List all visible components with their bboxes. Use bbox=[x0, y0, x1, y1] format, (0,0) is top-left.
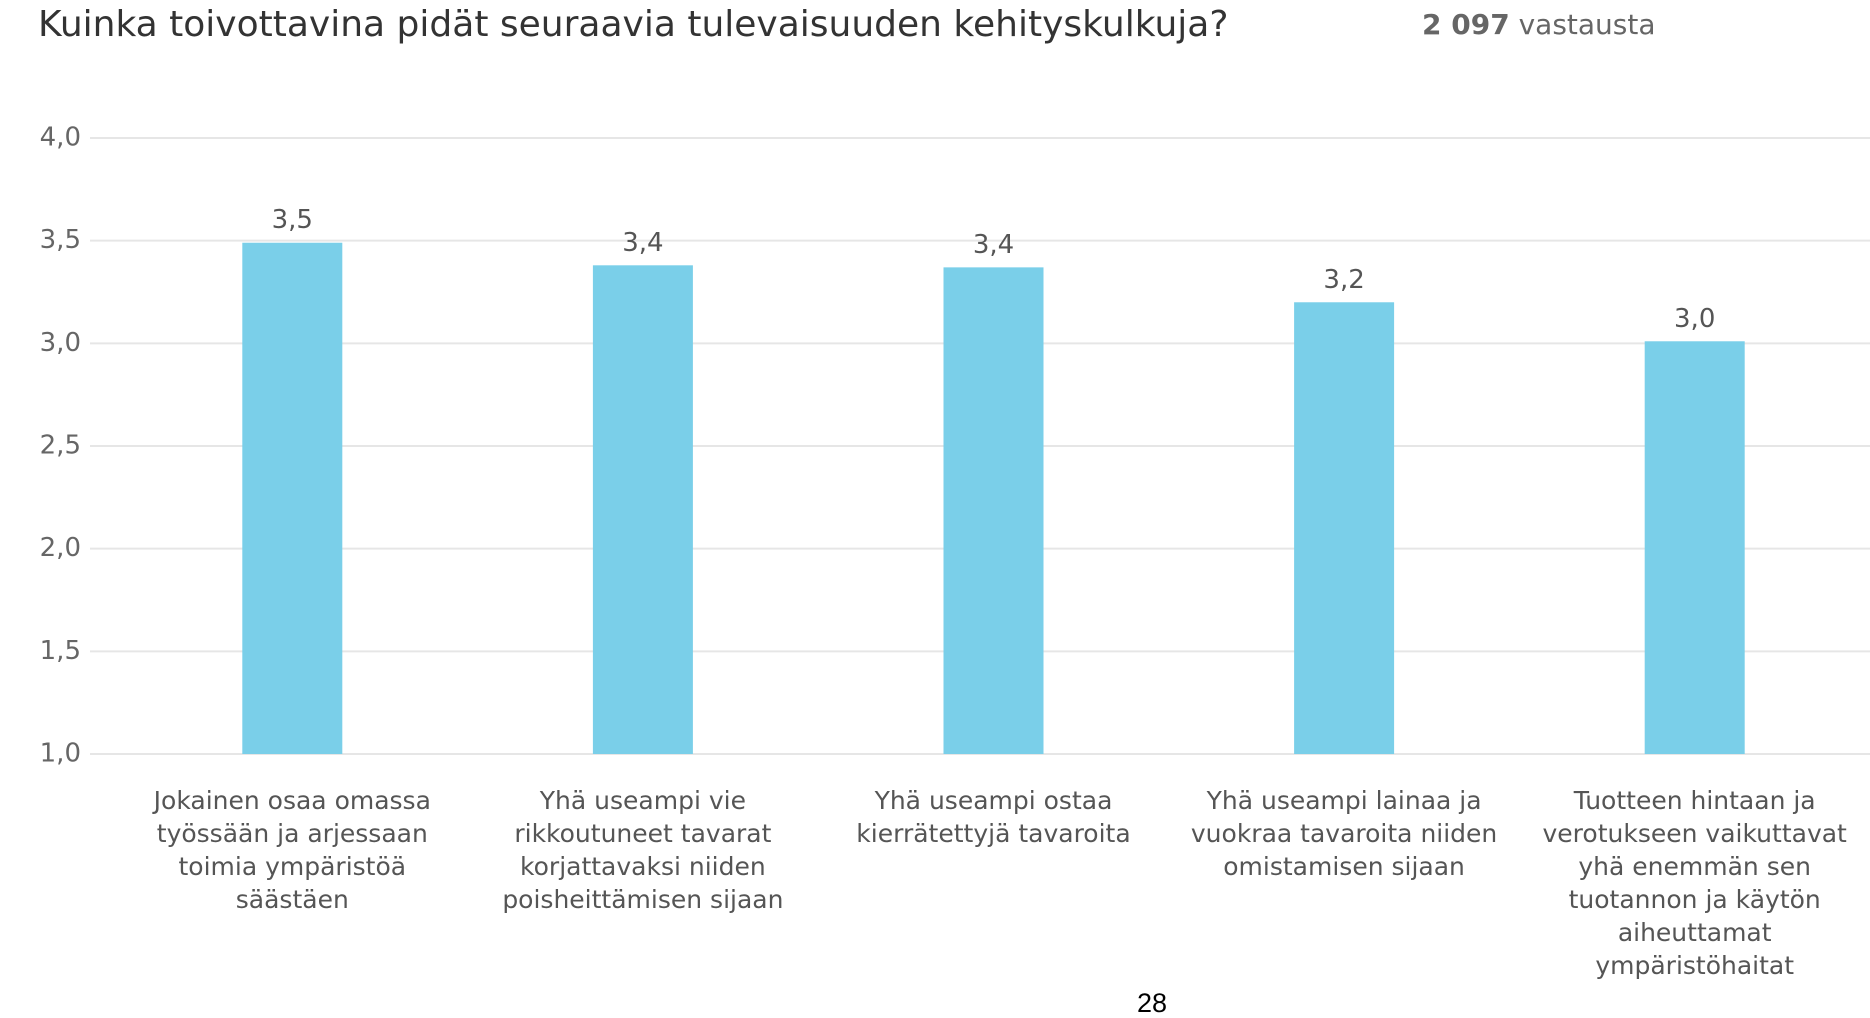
y-tick-label: 1,0 bbox=[40, 739, 81, 769]
page-number: 28 bbox=[1137, 988, 1167, 1018]
bar bbox=[943, 267, 1044, 754]
x-tick-label: Jokainen osaa omassa työssään ja arjessa… bbox=[153, 786, 431, 914]
value-label: 3,0 bbox=[1674, 304, 1715, 334]
x-tick-label: Tuotteen hintaan ja verotukseen vaikutta… bbox=[1542, 786, 1847, 980]
y-tick-label: 1,5 bbox=[40, 636, 81, 666]
value-label: 3,4 bbox=[973, 230, 1014, 260]
response-count-number: 2 097 bbox=[1422, 8, 1510, 41]
x-tick-label: Yhä useampi ostaa kierrätettyjä tavaroit… bbox=[856, 786, 1131, 848]
bar bbox=[1294, 302, 1395, 754]
bar bbox=[1644, 341, 1745, 754]
y-tick-label: 4,0 bbox=[40, 123, 81, 153]
bar bbox=[242, 242, 343, 754]
y-tick-label: 2,0 bbox=[40, 533, 81, 563]
chart-title: Kuinka toivottavina pidät seuraavia tule… bbox=[38, 4, 1228, 45]
response-count-label: vastausta bbox=[1519, 8, 1656, 41]
y-tick-label: 3,0 bbox=[40, 328, 81, 358]
x-tick-label: Yhä useampi vie rikkoutuneet tavarat kor… bbox=[502, 786, 784, 914]
y-tick-label: 3,5 bbox=[40, 225, 81, 255]
x-tick-label: Yhä useampi lainaa ja vuokraa tavaroita … bbox=[1190, 786, 1498, 881]
response-count: 2 097 vastausta bbox=[1422, 8, 1656, 41]
value-label: 3,2 bbox=[1323, 265, 1364, 295]
bar bbox=[592, 265, 693, 754]
value-label: 3,4 bbox=[622, 228, 663, 258]
y-tick-label: 2,5 bbox=[40, 431, 81, 461]
value-label: 3,5 bbox=[272, 205, 313, 235]
